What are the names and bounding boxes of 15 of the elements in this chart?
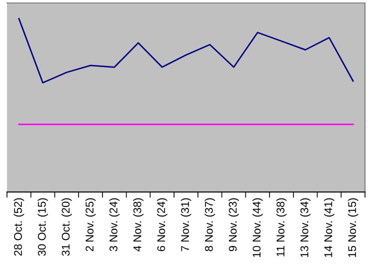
x-tick-label: 3 Nov. (24): [109, 198, 120, 252]
x-tick-label: 28 Oct. (52): [14, 198, 24, 256]
x-tick-label: 2 Nov. (25): [85, 198, 96, 252]
x-tick-label: 11 Nov. (38): [276, 198, 287, 256]
x-tick-label: 31 Oct. (20): [61, 198, 72, 256]
x-tick-label: 10 Nov. (44): [252, 198, 263, 258]
x-tick-label: 9 Nov. (23): [228, 198, 239, 252]
x-tick-label: 4 Nov. (38): [133, 198, 144, 252]
x-tick-label: 14 Nov. (41): [324, 198, 334, 258]
x-tick-label: 8 Nov. (37): [204, 198, 216, 252]
x-tick-label: 30 Oct. (15): [38, 198, 48, 256]
x-tick-label: 6 Nov. (24): [156, 198, 168, 252]
x-tick-label: 7 Nov. (31): [180, 198, 192, 252]
x-tick-label: 13 Nov. (34): [300, 198, 311, 258]
x-tick-label: 15 Nov. (15): [348, 198, 358, 258]
